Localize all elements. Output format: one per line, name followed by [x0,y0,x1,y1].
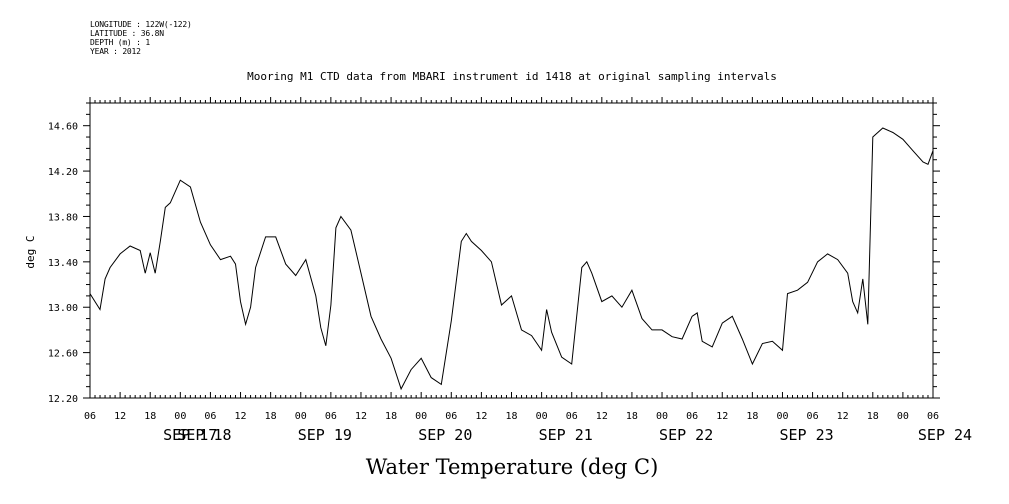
x-hour-label: 06 [927,411,939,422]
longitude-line: LONGITUDE : 122W(-122) [90,20,192,29]
metadata-block: LONGITUDE : 122W(-122) LATITUDE : 36.8N … [90,20,192,56]
x-hour-label: 06 [204,411,216,422]
x-hour-label: 06 [445,411,457,422]
x-axis-label: Water Temperature (deg C) [366,455,659,479]
x-hour-label: 18 [746,411,758,422]
x-hour-label: 18 [867,411,879,422]
x-day-label: SEP 23 [779,426,833,444]
y-tick-label: 14.20 [48,167,78,178]
latitude-line: LATITUDE : 36.8N [90,29,164,38]
x-hour-label: 18 [626,411,638,422]
x-hour-label: 12 [355,411,367,422]
x-axis: 06 12 18 00 06 12 18 00 06 12 18 00 06 12 18 00 06 12 18 00… [84,411,972,444]
y-tick-label: 13.40 [48,258,78,269]
chart-title: Mooring M1 CTD data from MBARI instrumen… [247,70,777,83]
x-hour-label: 00 [174,411,186,422]
x-hour-label: 06 [807,411,819,422]
x-hour-label: 18 [265,411,277,422]
x-hour-label: 06 [84,411,96,422]
x-day-label: SEP 20 [418,426,472,444]
x-hour-label: 12 [235,411,247,422]
x-day-label: SEP 18 [177,426,231,444]
x-hour-label: 06 [566,411,578,422]
x-hour-label: 00 [656,411,668,422]
x-hour-label: 00 [897,411,909,422]
x-hour-label: 12 [114,411,126,422]
x-hour-label: 18 [385,411,397,422]
x-day-label: SEP 19 [298,426,352,444]
y-tick-label: 12.60 [48,349,78,360]
plot-frame [89,102,934,399]
y-tick-label: 14.60 [48,122,78,133]
x-hour-label: 00 [415,411,427,422]
x-hour-label: 06 [325,411,337,422]
y-tick-label: 13.80 [48,212,78,223]
y-axis-label: deg C [24,235,37,268]
y-tick-label: 13.00 [48,303,78,314]
depth-line: DEPTH (m) : 1 [90,38,151,47]
x-hour-label: 12 [475,411,487,422]
y-axis: 12.20 12.60 13.00 13.40 13.80 14.20 14.60 [48,102,940,405]
x-hour-label: 18 [505,411,517,422]
x-hour-label: 00 [536,411,548,422]
x-hour-label: 12 [596,411,608,422]
y-tick-label: 12.20 [48,394,78,405]
x-hour-label: 00 [295,411,307,422]
x-day-label: SEP 22 [659,426,713,444]
year-line: YEAR : 2012 [90,47,141,56]
series-group [89,127,934,391]
x-hour-label: 00 [776,411,788,422]
x-hour-label: 12 [716,411,728,422]
x-day-label: SEP 17 [163,426,217,444]
x-hour-label: 06 [686,411,698,422]
x-hour-label: 18 [144,411,156,422]
minor-ticks [89,97,934,398]
x-hour-label: 12 [837,411,849,422]
temperature-series-line [89,127,934,391]
x-day-label: SEP 24 [918,426,972,444]
x-day-label: SEP 21 [539,426,593,444]
